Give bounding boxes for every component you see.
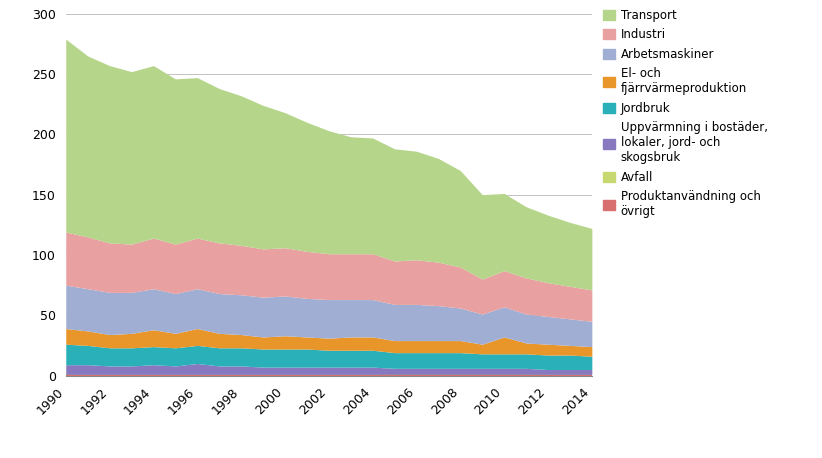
Legend: Transport, Industri, Arbetsmaskiner, El- och
fjärrvärmeproduktion, Jordbruk, Upp: Transport, Industri, Arbetsmaskiner, El-… — [603, 9, 768, 218]
